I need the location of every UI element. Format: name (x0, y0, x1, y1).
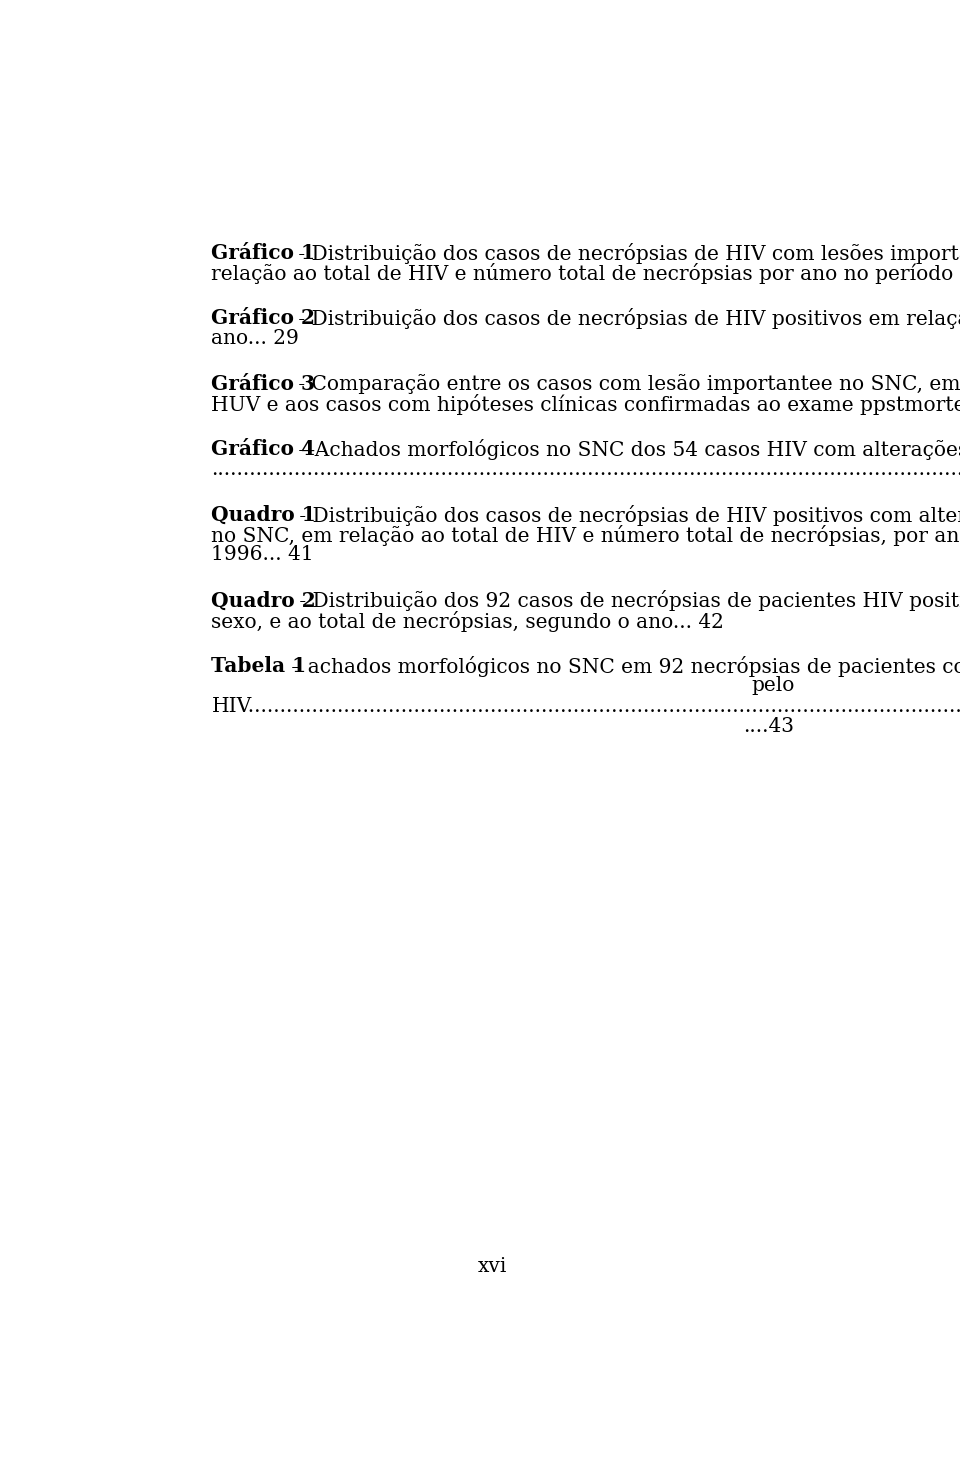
Text: HUV e aos casos com hipóteses clínicas confirmadas ao exame ppstmortem..........: HUV e aos casos com hipóteses clínicas c… (211, 395, 960, 415)
Text: xvi: xvi (477, 1258, 507, 1276)
Text: Gráfico 2: Gráfico 2 (211, 309, 315, 328)
Text: Tabela 1: Tabela 1 (211, 656, 306, 675)
Text: - Comparação entre os casos com lesão importantee no SNC, em relação ao total: - Comparação entre os casos com lesão im… (292, 374, 960, 393)
Text: ano... 29: ano... 29 (211, 328, 300, 347)
Text: pelo: pelo (751, 677, 794, 695)
Text: Quadro 1: Quadro 1 (211, 504, 316, 525)
Text: ....43: ....43 (743, 717, 794, 736)
Text: - Distribuição dos 92 casos de necrópsias de pacientes HIV positivos, em relação: - Distribuição dos 92 casos de necrópsia… (293, 591, 960, 612)
Text: Quadro 2: Quadro 2 (211, 591, 316, 610)
Text: – Achados morfológicos no SNC dos 54 casos HIV com alterações infecciosas: – Achados morfológicos no SNC dos 54 cas… (292, 439, 960, 460)
Text: - Distribuição dos casos de necrópsias de HIV positivos com alterações significa: - Distribuição dos casos de necrópsias d… (293, 504, 960, 526)
Text: no SNC, em relação ao total de HIV e número total de necrópsias, por ano no perí: no SNC, em relação ao total de HIV e núm… (211, 525, 960, 545)
Text: Gráfico 4: Gráfico 4 (211, 439, 316, 460)
Text: ................................................................................: ........................................… (211, 460, 960, 479)
Text: - Distribuição dos casos de necrópsias de HIV com lesões importantes no SNC em: - Distribuição dos casos de necrópsias d… (292, 242, 960, 263)
Text: relação ao total de HIV e número total de necrópsias por ano no período de 1989 : relação ao total de HIV e número total d… (211, 263, 960, 284)
Text: 1996... 41: 1996... 41 (211, 545, 314, 565)
Text: - Distribuição dos casos de necrópsias de HIV positivos em relação ao sexo e: - Distribuição dos casos de necrópsias d… (292, 309, 960, 330)
Text: Gráfico 1: Gráfico 1 (211, 242, 316, 263)
Text: HIV.............................................................................: HIV.....................................… (211, 696, 960, 715)
Text: Gráfico 3: Gráfico 3 (211, 374, 316, 393)
Text: – achados morfológicos no SNC em 92 necrópsias de pacientes com infecção: – achados morfológicos no SNC em 92 necr… (285, 656, 960, 677)
Text: sexo, e ao total de necrópsias, segundo o ano... 42: sexo, e ao total de necrópsias, segundo … (211, 610, 725, 633)
